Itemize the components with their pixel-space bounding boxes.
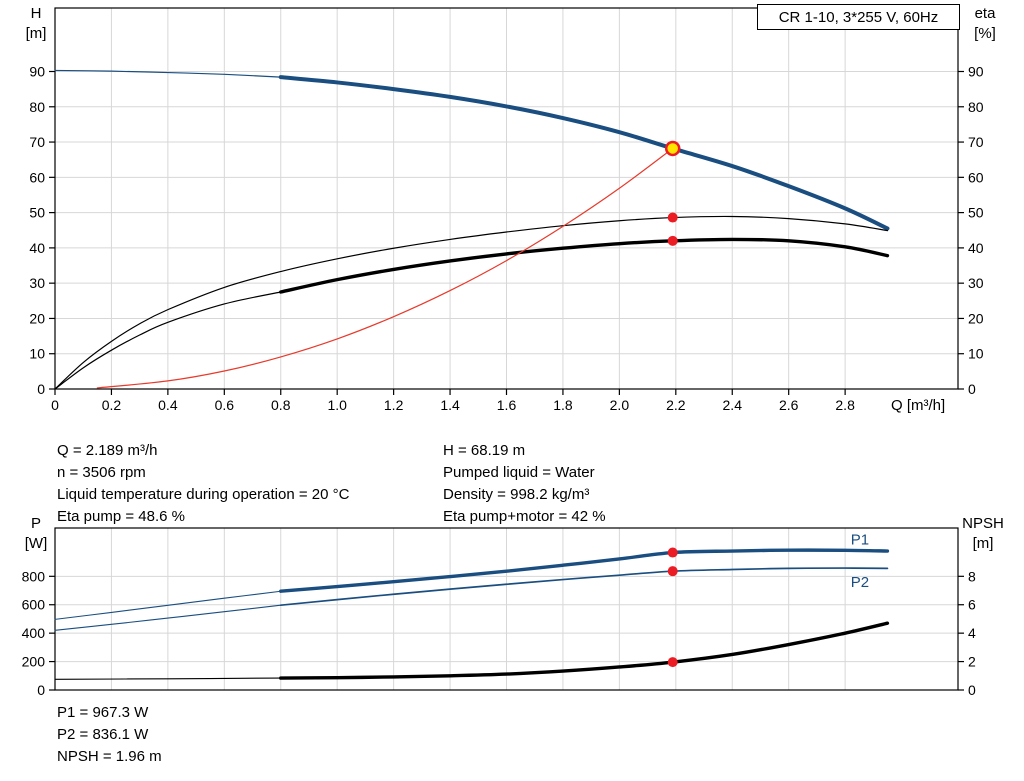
npsh-point-marker — [667, 657, 678, 668]
y-tick-label-left: 200 — [22, 654, 46, 670]
duty-point-marker[interactable] — [664, 140, 681, 157]
y-tick-label-left: 90 — [29, 64, 45, 80]
info-line-liquid-temperature: Liquid temperature during operation = 20… — [57, 486, 350, 503]
x-tick-label: 0.8 — [271, 397, 291, 413]
y-tick-label-right: 40 — [968, 240, 984, 256]
y-tick-label-right: 8 — [968, 568, 976, 584]
y-tick-label-left: 70 — [29, 134, 45, 150]
y-tick-label-left: 50 — [29, 205, 45, 221]
x-tick-label: 0.6 — [215, 397, 235, 413]
p1-point-marker — [667, 547, 678, 558]
curve-p1-lead — [54, 590, 282, 620]
curve-label-p2: P2 — [851, 574, 869, 591]
y-tick-label-right: 2 — [968, 654, 976, 670]
x-tick-label: 2.8 — [835, 397, 855, 413]
flow-axis-label: Q [m³/h] — [891, 397, 946, 414]
curve-head-curve-lead — [54, 69, 282, 78]
eta-pump-motor-point-marker — [667, 235, 678, 246]
y-tick-label-left: 40 — [29, 240, 45, 256]
info-line-speed: n = 3506 rpm — [57, 464, 146, 481]
power-axis-label: P [W] — [18, 514, 54, 554]
y-tick-label-right: 20 — [968, 310, 984, 326]
y-tick-label-right: 10 — [968, 346, 984, 362]
x-tick-label: 0 — [51, 397, 59, 413]
x-tick-label: 1.6 — [497, 397, 517, 413]
x-tick-label: 2.0 — [610, 397, 630, 413]
operating-data-right-column: H = 68.19 m Pumped liquid = Water Densit… — [443, 440, 606, 528]
x-tick-label: 1.8 — [553, 397, 573, 413]
y-tick-label-right: 0 — [968, 682, 976, 698]
y-tick-label-right: 0 — [968, 381, 976, 397]
pump-model-box: CR 1-10, 3*255 V, 60Hz — [757, 4, 960, 30]
curve-p2-lead — [54, 604, 282, 631]
x-tick-label: 1.2 — [384, 397, 404, 413]
plot-frame — [54, 527, 959, 691]
y-tick-label-left: 400 — [22, 625, 46, 641]
eta-pump-point-marker — [667, 212, 678, 223]
info-line-p2: P2 = 836.1 W — [57, 726, 149, 743]
p2-point-marker — [667, 566, 678, 577]
y-tick-label-left: 60 — [29, 169, 45, 185]
y-tick-label-right: 6 — [968, 597, 976, 613]
npsh-axis-symbol: NPSH — [962, 515, 1004, 532]
y-tick-label-right: 30 — [968, 275, 984, 291]
y-tick-label-left: 20 — [29, 310, 45, 326]
y-tick-label-right: 50 — [968, 205, 984, 221]
power-axis-unit: [W] — [24, 535, 48, 552]
curve-eta-pump-curve — [54, 215, 889, 390]
operating-data-left-column: Q = 2.189 m³/h n = 3506 rpm Liquid tempe… — [57, 440, 349, 528]
curve-label-p1: P1 — [851, 531, 869, 548]
y-tick-label-left: 10 — [29, 346, 45, 362]
curve-p1-curve — [279, 548, 890, 593]
head-axis-symbol: H — [30, 5, 42, 22]
x-tick-label: 0.4 — [158, 397, 178, 413]
y-tick-label-right: 70 — [968, 134, 984, 150]
eta-axis-label: eta [%] — [962, 4, 1008, 44]
y-tick-label-left: 0 — [37, 682, 45, 698]
y-tick-label-right: 90 — [968, 64, 984, 80]
info-line-eta-pump-motor: Eta pump+motor = 42 % — [443, 508, 606, 525]
head-axis-label: H [m] — [18, 4, 54, 44]
curve-eta-pump-motor-lead — [54, 291, 282, 390]
power-axis-symbol: P — [30, 515, 41, 532]
curve-p2-curve — [279, 567, 889, 607]
npsh-axis-label: NPSH [m] — [956, 514, 1010, 554]
x-tick-label: 1.0 — [327, 397, 347, 413]
eta-axis-unit: [%] — [974, 25, 996, 42]
info-line-pumped-liquid: Pumped liquid = Water — [443, 464, 595, 481]
curve-head-curve — [278, 75, 890, 231]
x-tick-label: 2.4 — [723, 397, 743, 413]
eta-axis-symbol: eta — [974, 5, 996, 22]
info-line-density: Density = 998.2 kg/m³ — [443, 486, 590, 503]
y-tick-label-left: 0 — [37, 381, 45, 397]
curve-npsh-curve — [279, 621, 890, 680]
y-tick-label-right: 60 — [968, 169, 984, 185]
y-tick-label-right: 4 — [968, 625, 976, 641]
info-line-flow: Q = 2.189 m³/h — [57, 442, 158, 459]
curve-npsh-lead — [54, 677, 282, 680]
y-tick-label-left: 800 — [22, 568, 46, 584]
info-line-p1: P1 = 967.3 W — [57, 704, 149, 721]
info-line-eta-pump: Eta pump = 48.6 % — [57, 508, 185, 525]
x-tick-label: 0.2 — [102, 397, 122, 413]
x-tick-label: 1.4 — [440, 397, 460, 413]
y-tick-label-left: 30 — [29, 275, 45, 291]
y-tick-label-right: 80 — [968, 99, 984, 115]
head-axis-unit: [m] — [25, 25, 47, 42]
info-line-head: H = 68.19 m — [443, 442, 526, 459]
curve-system-curve — [96, 147, 674, 389]
x-tick-label: 2.2 — [666, 397, 686, 413]
curve-eta-pump-motor-curve — [279, 237, 890, 294]
x-tick-label: 2.6 — [779, 397, 799, 413]
y-tick-label-left: 80 — [29, 99, 45, 115]
pump-model-label: CR 1-10, 3*255 V, 60Hz — [778, 8, 939, 26]
info-line-npsh: NPSH = 1.96 m — [57, 748, 162, 765]
npsh-axis-unit: [m] — [972, 535, 994, 552]
power-npsh-data-column: P1 = 967.3 W P2 = 836.1 W NPSH = 1.96 m — [57, 702, 162, 768]
y-tick-label-left: 600 — [22, 597, 46, 613]
